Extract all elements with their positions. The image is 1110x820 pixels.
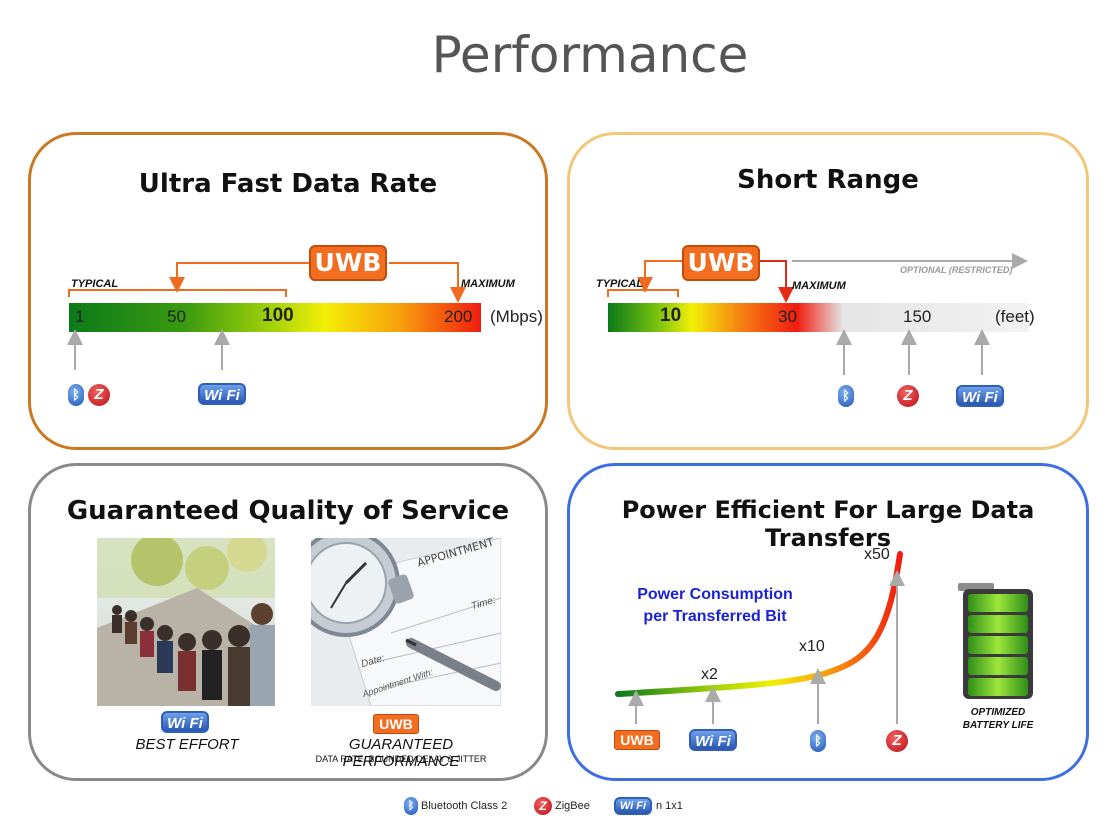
guaranteed-performance-subcaption: DATA RATE, BOUNDED DELAY & JITTER [315,754,487,764]
legend-bluetooth-icon: ᛒ [404,797,418,815]
value-10: 10 [660,305,682,326]
bluetooth-icon: ᛒ [810,730,826,752]
appointment-photo [311,538,501,706]
data-rate-bar [69,303,481,332]
typical-label: TYPICAL [71,278,119,290]
uwb-badge: UWB [309,245,387,281]
battery-label-line2: BATTERY LIFE [962,720,1034,731]
power-consumption-label: Power Consumption per Transferred Bit [630,584,800,628]
queue-photo [97,538,275,706]
value-30: 30 [778,307,797,326]
uwb-badge: UWB [373,714,419,734]
typical-label: TYPICAL [596,278,644,290]
zigbee-icon: Z [88,384,110,406]
zigbee-icon: Z [897,385,919,407]
power-title: Power Efficient For Large Data Transfers [621,496,1035,552]
value-100: 100 [262,305,294,326]
wifi-icon: Wi Fi [161,711,209,733]
short-range-panel: Short Range UWB TYPICAL MAXIMUM OPTION [567,132,1089,450]
uwb-arrow-left [637,260,682,293]
page-title: Performance [431,26,749,84]
qos-title: Guaranteed Quality of Service [66,496,510,526]
zigbee-icon: Z [886,730,908,752]
uwb-arrow-left [169,262,309,293]
typical-bracket [607,289,679,297]
power-curve-graphic [615,551,1033,724]
legend-zigbee-icon: Z [534,797,552,815]
value-150: 150 [903,307,932,326]
uwb-badge: UWB [682,245,760,281]
uwb-badge: UWB [614,730,660,750]
battery-label: OPTIMIZED BATTERY LIFE [946,706,1050,732]
wifi-icon: Wi Fi [198,383,246,405]
guaranteed-performance-caption: GUARANTEED PERFORMANCE [342,736,460,770]
short-range-graphic [607,253,1028,375]
typical-bracket [68,289,287,297]
data-rate-graphic [67,262,481,370]
short-range-title: Short Range [737,165,919,195]
legend-wifi-label: n 1x1 [656,800,683,812]
optional-label: OPTIONAL (RESTRICTED) [900,265,1013,275]
value-1: 1 [75,307,85,326]
power-consumption-line1: Power Consumption [637,586,793,603]
best-effort-caption: BEST EFFORT [135,736,239,753]
legend-wifi-icon: Wi Fi [614,797,652,815]
multiplier-x2: x2 [701,666,718,683]
data-rate-panel: Ultra Fast Data Rate UWB TYPICAL MAXIMUM… [28,132,548,450]
uwb-arrow-right [760,260,794,303]
maximum-label: MAXIMUM [461,278,515,290]
uwb-arrow-right [389,262,466,303]
wifi-icon: Wi Fi [689,729,737,751]
battery-label-line1: OPTIMIZED [970,707,1026,718]
legend-zigbee-label: ZigBee [555,800,590,812]
bluetooth-icon: ᛒ [68,384,84,406]
power-consumption-line2: per Transferred Bit [643,608,787,625]
unit-feet: (feet) [995,307,1035,326]
multiplier-x50: x50 [864,546,890,563]
value-200: 200 [444,307,473,326]
unit-mbps: (Mbps) [490,307,543,326]
wifi-icon: Wi Fi [956,385,1004,407]
range-bar [608,303,1028,332]
maximum-label: MAXIMUM [792,280,846,292]
legend-bluetooth-label: Bluetooth Class 2 [421,800,508,812]
power-curve [615,551,903,697]
multiplier-x10: x10 [799,638,825,655]
bluetooth-icon: ᛒ [838,385,854,407]
value-50: 50 [167,307,186,326]
qos-panel: Guaranteed Quality of Service [28,463,548,781]
power-panel: Power Efficient For Large Data Transfers [567,463,1089,781]
data-rate-title: Ultra Fast Data Rate [138,169,438,199]
